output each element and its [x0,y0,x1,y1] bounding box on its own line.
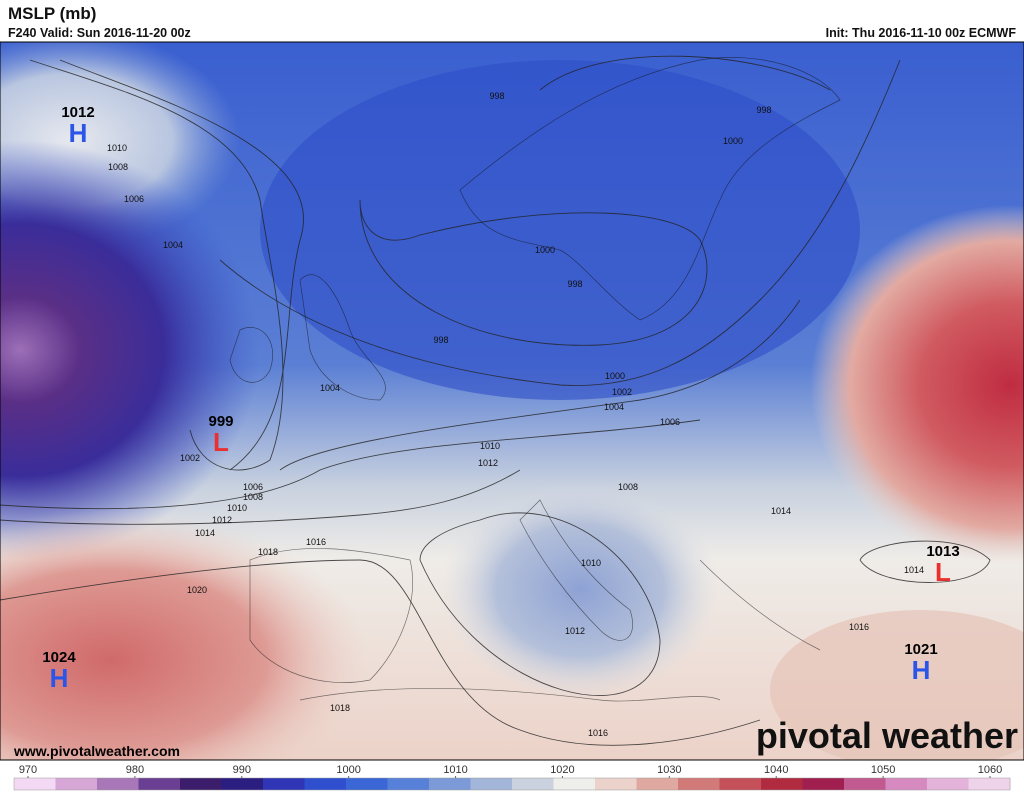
center-symbol: L [935,557,951,587]
isobar-label: 1016 [306,537,326,547]
isobar-label: 1012 [212,515,232,525]
isobar-label: 1012 [565,626,585,636]
colorbar-tick-label: 1030 [657,764,681,776]
isobar-label: 1008 [243,492,263,502]
isobar-label: 1004 [604,402,624,412]
colorbar-cell [221,778,264,790]
isobar-label: 1014 [195,528,215,538]
isobar-label: 1010 [107,143,127,153]
colorbar-tick-label: 1040 [764,764,788,776]
isobar-label: 1018 [258,547,278,557]
init-time: Init: Thu 2016-11-10 00z ECMWF [826,26,1017,40]
isobar-label: 1000 [605,371,625,381]
isobar-label: 1008 [108,162,128,172]
colorbar-frame [13,777,1011,791]
isobar-label: 998 [756,105,771,115]
colorbar-tick-label: 990 [233,764,251,776]
isobar-label: 1000 [723,136,743,146]
colorbar-cell [885,778,928,790]
colorbar-cell [97,778,139,790]
isobar-label: 1016 [849,622,869,632]
colorbar-cell [802,778,845,790]
map-frame [0,41,1024,761]
colorbar-cell [719,778,762,790]
isobar-label: 1016 [588,728,608,738]
isobar-label: 998 [433,335,448,345]
watermark: www.pivotalweather.com [13,743,180,759]
colorbar-cell [263,778,305,790]
colorbar-tick-label: 1000 [336,764,360,776]
map: 9989981010100810061004100010009989981004… [0,42,1024,760]
colorbar-tick-label: 1010 [443,764,467,776]
colorbar-cell [387,778,430,790]
colorbar-cell [55,778,98,790]
colorbar-cell [429,778,471,790]
colorbar-cell [927,778,969,790]
colorbar-cell [678,778,720,790]
isobar-label: 1020 [187,585,207,595]
isobar-label: 1018 [330,703,350,713]
colorbar-tick-label: 1060 [978,764,1002,776]
isobar-label: 1012 [478,458,498,468]
isobar-label: 998 [489,91,504,101]
isobar-label: 1010 [480,441,500,451]
isobar-label: 1006 [124,194,144,204]
colorbar-cell [138,778,181,790]
valid-time: F240 Valid: Sun 2016-11-20 00z [8,26,191,40]
center-value: 1012 [61,104,94,121]
isobar-label: 1008 [618,482,638,492]
colorbar-cell [553,778,596,790]
colorbar-cell [595,778,637,790]
isobars [0,55,991,746]
center-value: 999 [208,413,233,430]
center-value: 1021 [904,641,937,658]
colorbar-cell [636,778,679,790]
isobar-label: 1004 [163,240,183,250]
center-symbol: H [50,663,69,693]
colorbar-cell [844,778,886,790]
isobar-label: 1010 [227,503,247,513]
center-symbol: L [213,427,229,457]
center-value: 1013 [926,543,959,560]
colorbar-tick-label: 970 [19,764,37,776]
colorbar-tick-label: 1020 [550,764,574,776]
colorbar-tick-label: 980 [126,764,144,776]
isobar-label: 1000 [535,245,555,255]
isobar-label: 1014 [771,506,791,516]
colorbar-cell [304,778,347,790]
isobar-label: 1002 [180,453,200,463]
isobar-label: 1002 [612,387,632,397]
isobar-label: 1010 [581,558,601,568]
isobar-label: 1014 [904,565,924,575]
center-symbol: H [912,655,931,685]
colorbar-cell [512,778,554,790]
isobar-label: 1004 [320,383,340,393]
center-value: 1024 [42,649,76,666]
colorbar-cell [180,778,222,790]
title: MSLP (mb) [8,4,96,23]
colorbar-cell [761,778,803,790]
isobar-label: 1006 [243,482,263,492]
isobar-label: 1006 [660,417,680,427]
colorbar-cell [470,778,513,790]
logo: pivotal weather [756,715,1018,756]
colorbar-cell [346,778,388,790]
center-symbol: H [69,118,88,148]
colorbar-tick-label: 1050 [871,764,895,776]
colorbar-cell [968,778,1011,790]
isobar-label: 998 [567,279,582,289]
coastlines [229,57,841,702]
colorbar-cell [14,778,56,790]
